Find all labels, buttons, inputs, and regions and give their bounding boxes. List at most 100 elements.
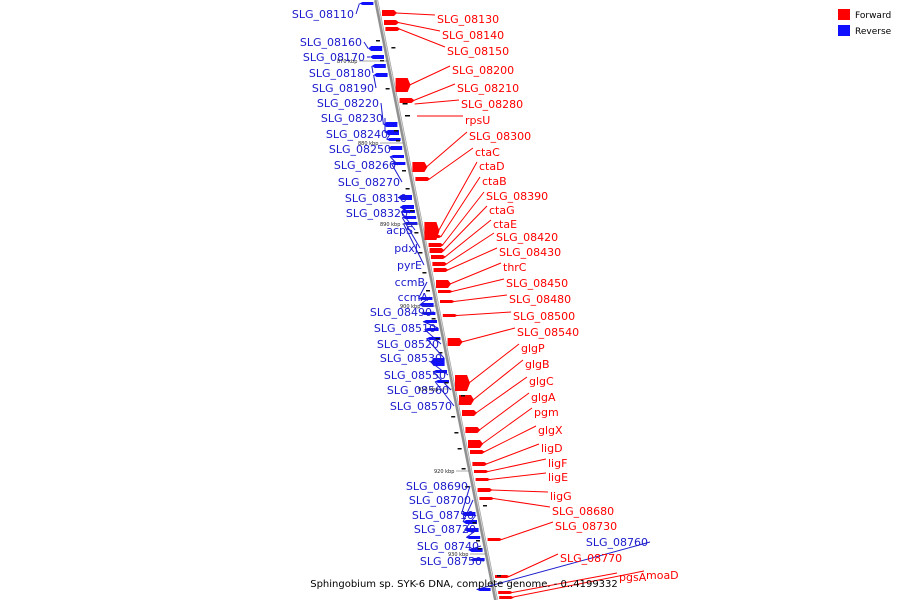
forward-gene-label: ligD xyxy=(541,442,563,455)
reverse-gene-block xyxy=(373,73,388,77)
forward-gene-block xyxy=(440,300,455,303)
forward-gene-block xyxy=(468,440,483,448)
forward-leader-line xyxy=(397,22,441,32)
reverse-leader-line xyxy=(434,381,455,407)
forward-leader-line xyxy=(409,65,451,86)
forward-gene-block xyxy=(455,375,470,391)
forward-gene-label: ctaD xyxy=(479,160,505,173)
axis-dash xyxy=(376,40,380,42)
genome-caption: Sphingobium sp. SYK-6 DNA, complete geno… xyxy=(310,579,618,590)
axis-dash xyxy=(422,272,427,274)
forward-leader-line xyxy=(501,521,554,540)
forward-gene-label: moaD xyxy=(646,569,679,582)
forward-gene-block xyxy=(431,255,446,259)
forward-leader-line xyxy=(444,219,492,258)
forward-gene-label: SLG_08150 xyxy=(447,45,509,58)
forward-gene-label: glgP xyxy=(521,342,545,355)
genome-axis xyxy=(374,0,498,600)
forward-gene-block xyxy=(465,427,481,433)
legend-forward-label: Forward xyxy=(855,11,891,21)
forward-gene-block xyxy=(498,591,514,594)
reverse-gene-label: SLG_08230 xyxy=(321,112,383,125)
reverse-gene-label: pyrE xyxy=(397,259,422,272)
reverse-gene-block xyxy=(368,46,383,51)
reverse-gene-block xyxy=(424,328,439,331)
forward-gene-block xyxy=(399,98,415,103)
reverse-gene-label: SLG_08240 xyxy=(326,128,388,141)
forward-gene-block xyxy=(427,235,442,238)
forward-gene-label: glgA xyxy=(531,391,556,404)
reverse-leader-line xyxy=(460,485,471,515)
forward-gene-block xyxy=(415,177,431,181)
axis-dash xyxy=(385,88,390,90)
forward-leader-line xyxy=(449,262,502,285)
reverse-leader-line xyxy=(426,338,445,359)
forward-leader-line xyxy=(440,176,481,237)
reverse-gene-label: SLG_08740 xyxy=(417,540,479,553)
reverse-gene-label: SLG_08520 xyxy=(377,338,439,351)
forward-gene-block xyxy=(479,497,495,500)
reverse-leader-line xyxy=(476,541,651,590)
reverse-leader-line xyxy=(470,559,485,562)
forward-gene-label: ligE xyxy=(548,471,568,484)
forward-leader-line xyxy=(443,205,488,251)
reverse-gene-label: SLG_08190 xyxy=(312,82,374,95)
forward-gene-label: SLG_08430 xyxy=(499,246,561,259)
forward-gene-label: SLG_08500 xyxy=(513,310,575,323)
reverse-leader-line xyxy=(380,102,384,125)
reverse-gene-label: SLG_08180 xyxy=(309,67,371,80)
forward-leader-line xyxy=(472,359,524,401)
forward-leader-line xyxy=(461,327,516,343)
axis-dash xyxy=(477,548,482,550)
reverse-leader-line xyxy=(373,74,377,89)
forward-gene-block xyxy=(499,596,515,599)
axis-dash xyxy=(461,468,466,470)
reverse-leader-line xyxy=(430,361,449,376)
axis-dash xyxy=(483,505,487,507)
reverse-gene-label: SLG_08720 xyxy=(414,523,476,536)
axis-dash xyxy=(396,140,400,142)
forward-gene-label: SLG_08210 xyxy=(457,82,519,95)
forward-leader-line xyxy=(429,147,474,180)
reverse-leader-line xyxy=(400,211,416,231)
axis-dash xyxy=(431,318,436,320)
axis-dash xyxy=(394,130,398,132)
forward-leader-line xyxy=(468,343,520,384)
forward-gene-label: ctaG xyxy=(489,204,515,217)
legend-forward-swatch xyxy=(838,9,850,20)
forward-leader-line xyxy=(512,572,618,593)
forward-leader-line xyxy=(399,28,446,48)
forward-gene-label: glgX xyxy=(538,424,563,437)
forward-gene-block xyxy=(428,243,444,247)
reverse-gene-label: SLG_08710 xyxy=(412,509,474,522)
forward-leader-line xyxy=(487,458,547,472)
reverse-leader-line xyxy=(419,296,431,306)
reverse-leader-line xyxy=(468,545,482,551)
forward-gene-block xyxy=(432,262,448,266)
axis-dash xyxy=(454,432,459,434)
forward-gene-block xyxy=(436,280,451,288)
forward-leader-line xyxy=(513,570,645,598)
forward-gene-label: rpsU xyxy=(465,114,490,127)
reverse-gene-block xyxy=(370,55,384,59)
reverse-leader-line xyxy=(421,311,435,314)
reverse-leader-line xyxy=(465,528,479,538)
axis-dash xyxy=(418,252,423,254)
forward-leader-line xyxy=(442,191,485,246)
reverse-gene-label: pdxJ xyxy=(394,242,418,255)
position-tick-label: 920 kbp xyxy=(434,469,454,475)
forward-gene-block xyxy=(477,488,493,492)
forward-leader-line xyxy=(413,83,456,101)
forward-leader-line xyxy=(489,472,547,480)
forward-leader-line xyxy=(414,99,460,105)
forward-gene-block xyxy=(475,478,491,481)
axis-dash xyxy=(426,290,430,292)
forward-gene-label: thrC xyxy=(503,261,527,274)
reverse-gene-block xyxy=(383,122,398,127)
reverse-gene-label: SLG_08750 xyxy=(420,555,482,568)
reverse-gene-block xyxy=(391,162,406,165)
reverse-gene-block xyxy=(461,512,476,516)
axis-dash xyxy=(444,382,449,384)
forward-gene-label: glgB xyxy=(525,358,550,371)
forward-leader-line xyxy=(446,232,495,265)
